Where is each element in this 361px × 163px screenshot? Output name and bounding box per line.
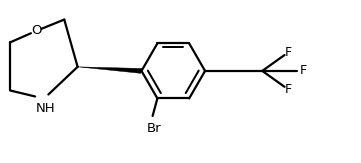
Text: NH: NH <box>36 102 56 115</box>
Text: O: O <box>31 24 42 37</box>
Text: F: F <box>300 64 307 77</box>
Text: F: F <box>284 83 292 96</box>
Text: Br: Br <box>147 122 161 135</box>
Polygon shape <box>78 67 142 73</box>
Text: F: F <box>284 46 292 59</box>
